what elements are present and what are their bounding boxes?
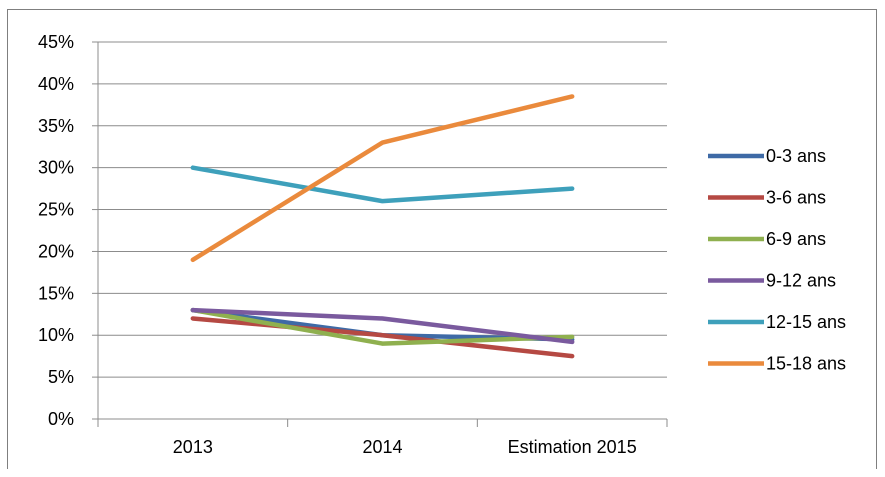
series-line-9-12-ans <box>190 307 575 345</box>
legend: 0-3 ans 3-6 ans 6-9 ans 9-12 ans 12-15 ans 15… <box>708 146 846 374</box>
legend-label: 6-9 ans <box>766 229 826 249</box>
y-tick-label: 20% <box>38 241 74 261</box>
chart-frame <box>7 9 877 469</box>
y-tick-label: 30% <box>38 158 74 178</box>
x-tick-labels: 2013 2014 Estimation 2015 <box>173 437 637 457</box>
x-tick-label: 2013 <box>173 437 213 457</box>
y-tick-label: 10% <box>38 325 74 345</box>
legend-label: 15-18 ans <box>766 354 846 374</box>
axes <box>92 41 668 427</box>
x-tick-label: Estimation 2015 <box>508 437 637 457</box>
legend-label: 12-15 ans <box>766 312 846 332</box>
y-tick-label: 15% <box>38 283 74 303</box>
legend-label: 3-6 ans <box>766 188 826 208</box>
y-tick-label: 25% <box>38 200 74 220</box>
series-line-15-18-ans <box>190 94 575 263</box>
legend-label: 0-3 ans <box>766 146 826 166</box>
series-line-12-15-ans <box>190 165 575 204</box>
y-tick-labels: 0% 5% 10% 15% 20% 25% 30% 35% 40% 45% <box>38 32 74 429</box>
series-line-6-9-ans <box>190 307 575 346</box>
series-line-3-6-ans <box>190 316 575 359</box>
legend-label: 9-12 ans <box>766 271 836 291</box>
gridlines <box>98 41 667 378</box>
y-tick-label: 5% <box>48 367 74 387</box>
x-tick-label: 2014 <box>362 437 402 457</box>
y-tick-label: 0% <box>48 409 74 429</box>
series-lines <box>190 94 575 359</box>
y-tick-label: 40% <box>38 74 74 94</box>
y-tick-label: 35% <box>38 116 74 136</box>
y-tick-label: 45% <box>38 32 74 52</box>
